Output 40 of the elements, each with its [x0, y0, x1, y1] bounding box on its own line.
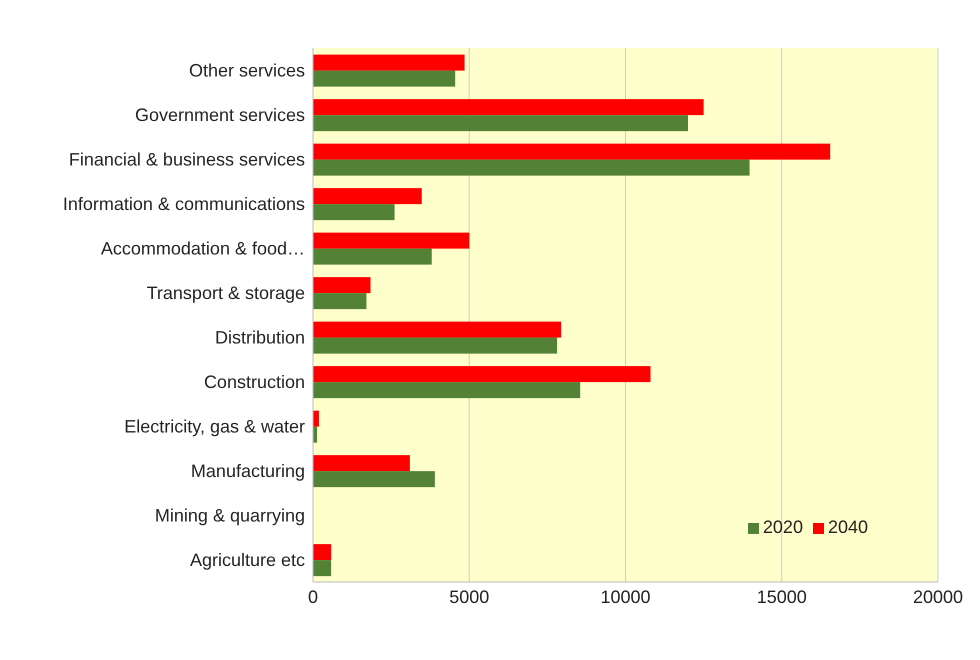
bar — [313, 544, 332, 560]
bar — [313, 410, 319, 427]
bar — [313, 471, 435, 488]
bar — [313, 188, 422, 204]
bar — [313, 293, 366, 310]
bar — [313, 232, 470, 249]
y-tick-label: Mining & quarrying — [154, 506, 305, 526]
bar — [313, 70, 456, 87]
bar — [313, 54, 465, 71]
y-tick-label: Financial & business services — [68, 150, 305, 170]
bar — [313, 277, 370, 294]
bar — [313, 322, 562, 338]
bar — [313, 99, 704, 116]
y-tick-label: Accommodation & food… — [100, 238, 305, 259]
y-tick-label: Government services — [134, 105, 305, 126]
bar — [313, 455, 410, 472]
legend-label: 2020 — [762, 517, 803, 537]
y-tick-label: Other services — [188, 60, 305, 81]
x-tick-label: 0 — [308, 586, 318, 607]
y-tick-label: Distribution — [214, 328, 305, 348]
y-tick-label: Electricity, gas & water — [124, 416, 305, 437]
bar — [313, 366, 650, 382]
bar — [313, 160, 750, 176]
bar — [313, 338, 558, 354]
y-tick-label: Information & communications — [62, 194, 305, 214]
bar — [313, 115, 688, 132]
bar — [313, 248, 432, 265]
x-tick-label: 15000 — [756, 586, 807, 607]
legend-label: 2040 — [828, 517, 868, 537]
y-tick-label: Transport & storage — [146, 283, 305, 304]
x-tick-label: 10000 — [600, 586, 651, 607]
bar — [313, 144, 830, 160]
y-tick-label: Manufacturing — [190, 461, 305, 482]
x-tick-label: 20000 — [912, 586, 964, 607]
y-tick-label: Construction — [204, 372, 305, 392]
bar — [313, 204, 395, 220]
bar — [313, 382, 580, 398]
bar — [313, 560, 332, 576]
y-tick-label: Agriculture etc — [190, 550, 305, 570]
x-tick-label: 5000 — [449, 586, 490, 607]
